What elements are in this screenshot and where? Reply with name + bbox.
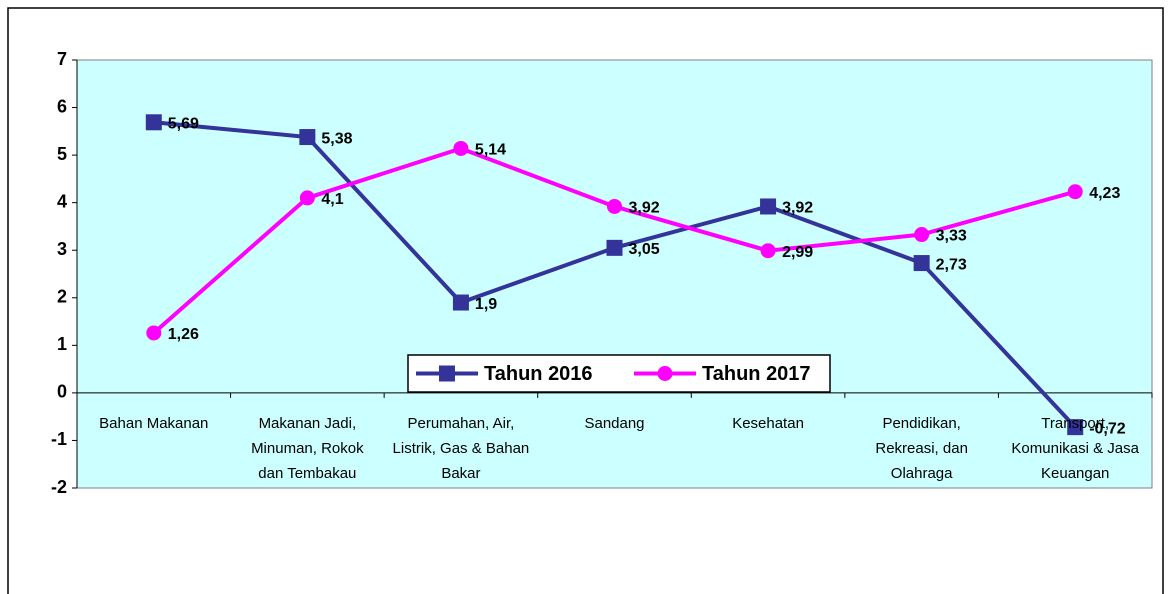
value-label: 1,9	[475, 296, 497, 313]
y-tick-label: 6	[57, 96, 67, 116]
value-label: 2,73	[936, 256, 967, 273]
x-tick-label: Pendidikan, Rekreasi, dan Olahraga	[875, 414, 968, 482]
marker	[299, 190, 315, 206]
marker	[913, 255, 930, 272]
y-tick-label: 3	[57, 239, 67, 259]
value-label: 4,1	[321, 191, 343, 208]
x-tick-label: Perumahan, Air, Listrik, Gas & Bahan Bak…	[392, 414, 530, 482]
value-label: 2,99	[782, 244, 813, 261]
value-label: 3,33	[936, 228, 967, 245]
legend-marker	[439, 365, 455, 382]
marker	[453, 140, 469, 156]
marker	[760, 243, 776, 259]
marker	[1067, 184, 1083, 200]
marker	[452, 294, 469, 311]
marker	[760, 198, 777, 215]
value-label: 5,38	[321, 130, 352, 147]
value-label: 4,23	[1089, 185, 1120, 202]
legend-marker	[657, 366, 673, 381]
marker	[146, 325, 162, 341]
value-label: -0,72	[1089, 420, 1126, 437]
y-tick-label: 7	[57, 49, 67, 69]
x-tick-label: Makanan Jadi, Minuman, Rokok dan Tembaka…	[251, 414, 364, 482]
y-tick-label: -2	[51, 477, 67, 497]
legend-box	[407, 354, 831, 393]
value-label: 1,26	[168, 326, 199, 343]
marker	[1067, 419, 1084, 436]
x-tick-label: Kesehatan	[732, 414, 804, 432]
x-tick-label: Bahan Makanan	[99, 414, 209, 432]
y-tick-label: 5	[57, 144, 67, 164]
legend-label: Tahun 2016	[484, 363, 593, 385]
y-tick-label: 0	[57, 382, 67, 402]
marker	[299, 129, 316, 146]
y-tick-label: 2	[57, 287, 67, 307]
value-label: 3,92	[782, 200, 813, 217]
y-tick-label: 1	[57, 334, 67, 354]
marker	[145, 114, 162, 131]
x-tick-label: Sandang	[584, 414, 645, 432]
y-tick-label: 4	[57, 191, 67, 211]
marker	[606, 239, 623, 256]
marker	[914, 227, 930, 243]
legend-label: Tahun 2017	[702, 363, 811, 385]
marker	[607, 198, 622, 214]
value-label: 5,69	[168, 116, 199, 133]
value-label: 5,14	[475, 142, 506, 159]
value-label: 3,92	[629, 200, 660, 217]
y-tick-label: -1	[51, 429, 67, 449]
value-label: 3,05	[629, 241, 660, 258]
x-tick-label: Transport, Komunikasi & Jasa Keuangan	[1011, 414, 1139, 482]
